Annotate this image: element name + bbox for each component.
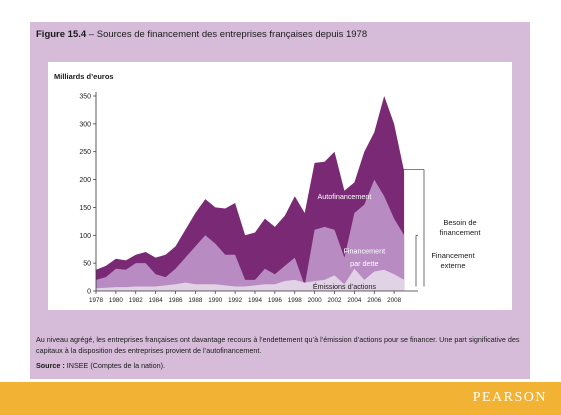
x-tick-label: 1988 [188, 297, 203, 304]
plot-panel: Milliards d’euros 0 50 100 150 200 250 300 350 19… [48, 62, 512, 310]
y-tick-label: 300 [79, 121, 91, 128]
x-tick-label: 1992 [228, 297, 243, 304]
series-annotation: Financement [344, 247, 386, 256]
x-tick-label: 1982 [129, 297, 144, 304]
series-annotation: Émissions d’actions [313, 282, 377, 291]
x-tick-label: 1990 [208, 297, 223, 304]
source-label: Source : [36, 361, 65, 370]
x-tick-label: 1996 [268, 297, 283, 304]
y-tick-label: 50 [83, 261, 91, 268]
series-annotation: Autofinancement [317, 192, 371, 201]
series-annotation: par dette [350, 259, 378, 268]
y-tick-label: 150 [79, 205, 91, 212]
bracket-label: Financement [431, 251, 475, 260]
y-tick-label: 100 [79, 233, 91, 240]
bracket-label: financement [440, 228, 482, 237]
x-tick-label: 1984 [149, 297, 164, 304]
area-chart: Milliards d’euros 0 50 100 150 200 250 300 350 19… [54, 72, 482, 304]
figure-caption: Au niveau agrégé, les entreprises frança… [36, 335, 520, 355]
x-tick-label: 1980 [109, 297, 124, 304]
x-tick-label: 2008 [387, 297, 402, 304]
bracket-label: Besoin de [443, 218, 476, 227]
y-tick-label: 0 [87, 289, 91, 296]
y-axis-label: Milliards d’euros [54, 72, 114, 81]
x-tick-label: 2000 [308, 297, 323, 304]
brand-logo-text: PEARSON [472, 390, 547, 405]
source-text: INSEE (Comptes de la nation). [64, 361, 166, 370]
figure-title-text: – Sources de financement des entreprises… [86, 29, 368, 40]
figure-number: Figure 15.4 [36, 29, 87, 40]
y-tick-label: 350 [79, 94, 91, 101]
bracket-label: externe [440, 261, 465, 270]
x-tick-label: 1978 [89, 297, 104, 304]
x-tick-label: 2006 [367, 297, 382, 304]
figure-source: Source : INSEE (Comptes de la nation). [36, 361, 165, 370]
financement-par-dette-area [96, 179, 405, 291]
x-tick-label: 1994 [248, 297, 263, 304]
x-tick-label: 1998 [288, 297, 303, 304]
x-tick-label: 2002 [327, 297, 342, 304]
y-tick-label: 250 [79, 149, 91, 156]
footer-bar: PEARSON [0, 382, 561, 415]
figure-title: Figure 15.4 – Sources de financement des… [36, 29, 367, 40]
x-tick-label: 2004 [347, 297, 362, 304]
emissions-actions-area [96, 268, 405, 291]
y-tick-label: 200 [79, 177, 91, 184]
x-tick-label: 1986 [168, 297, 183, 304]
figure-title-bar: Figure 15.4 – Sources de financement des… [30, 22, 530, 52]
